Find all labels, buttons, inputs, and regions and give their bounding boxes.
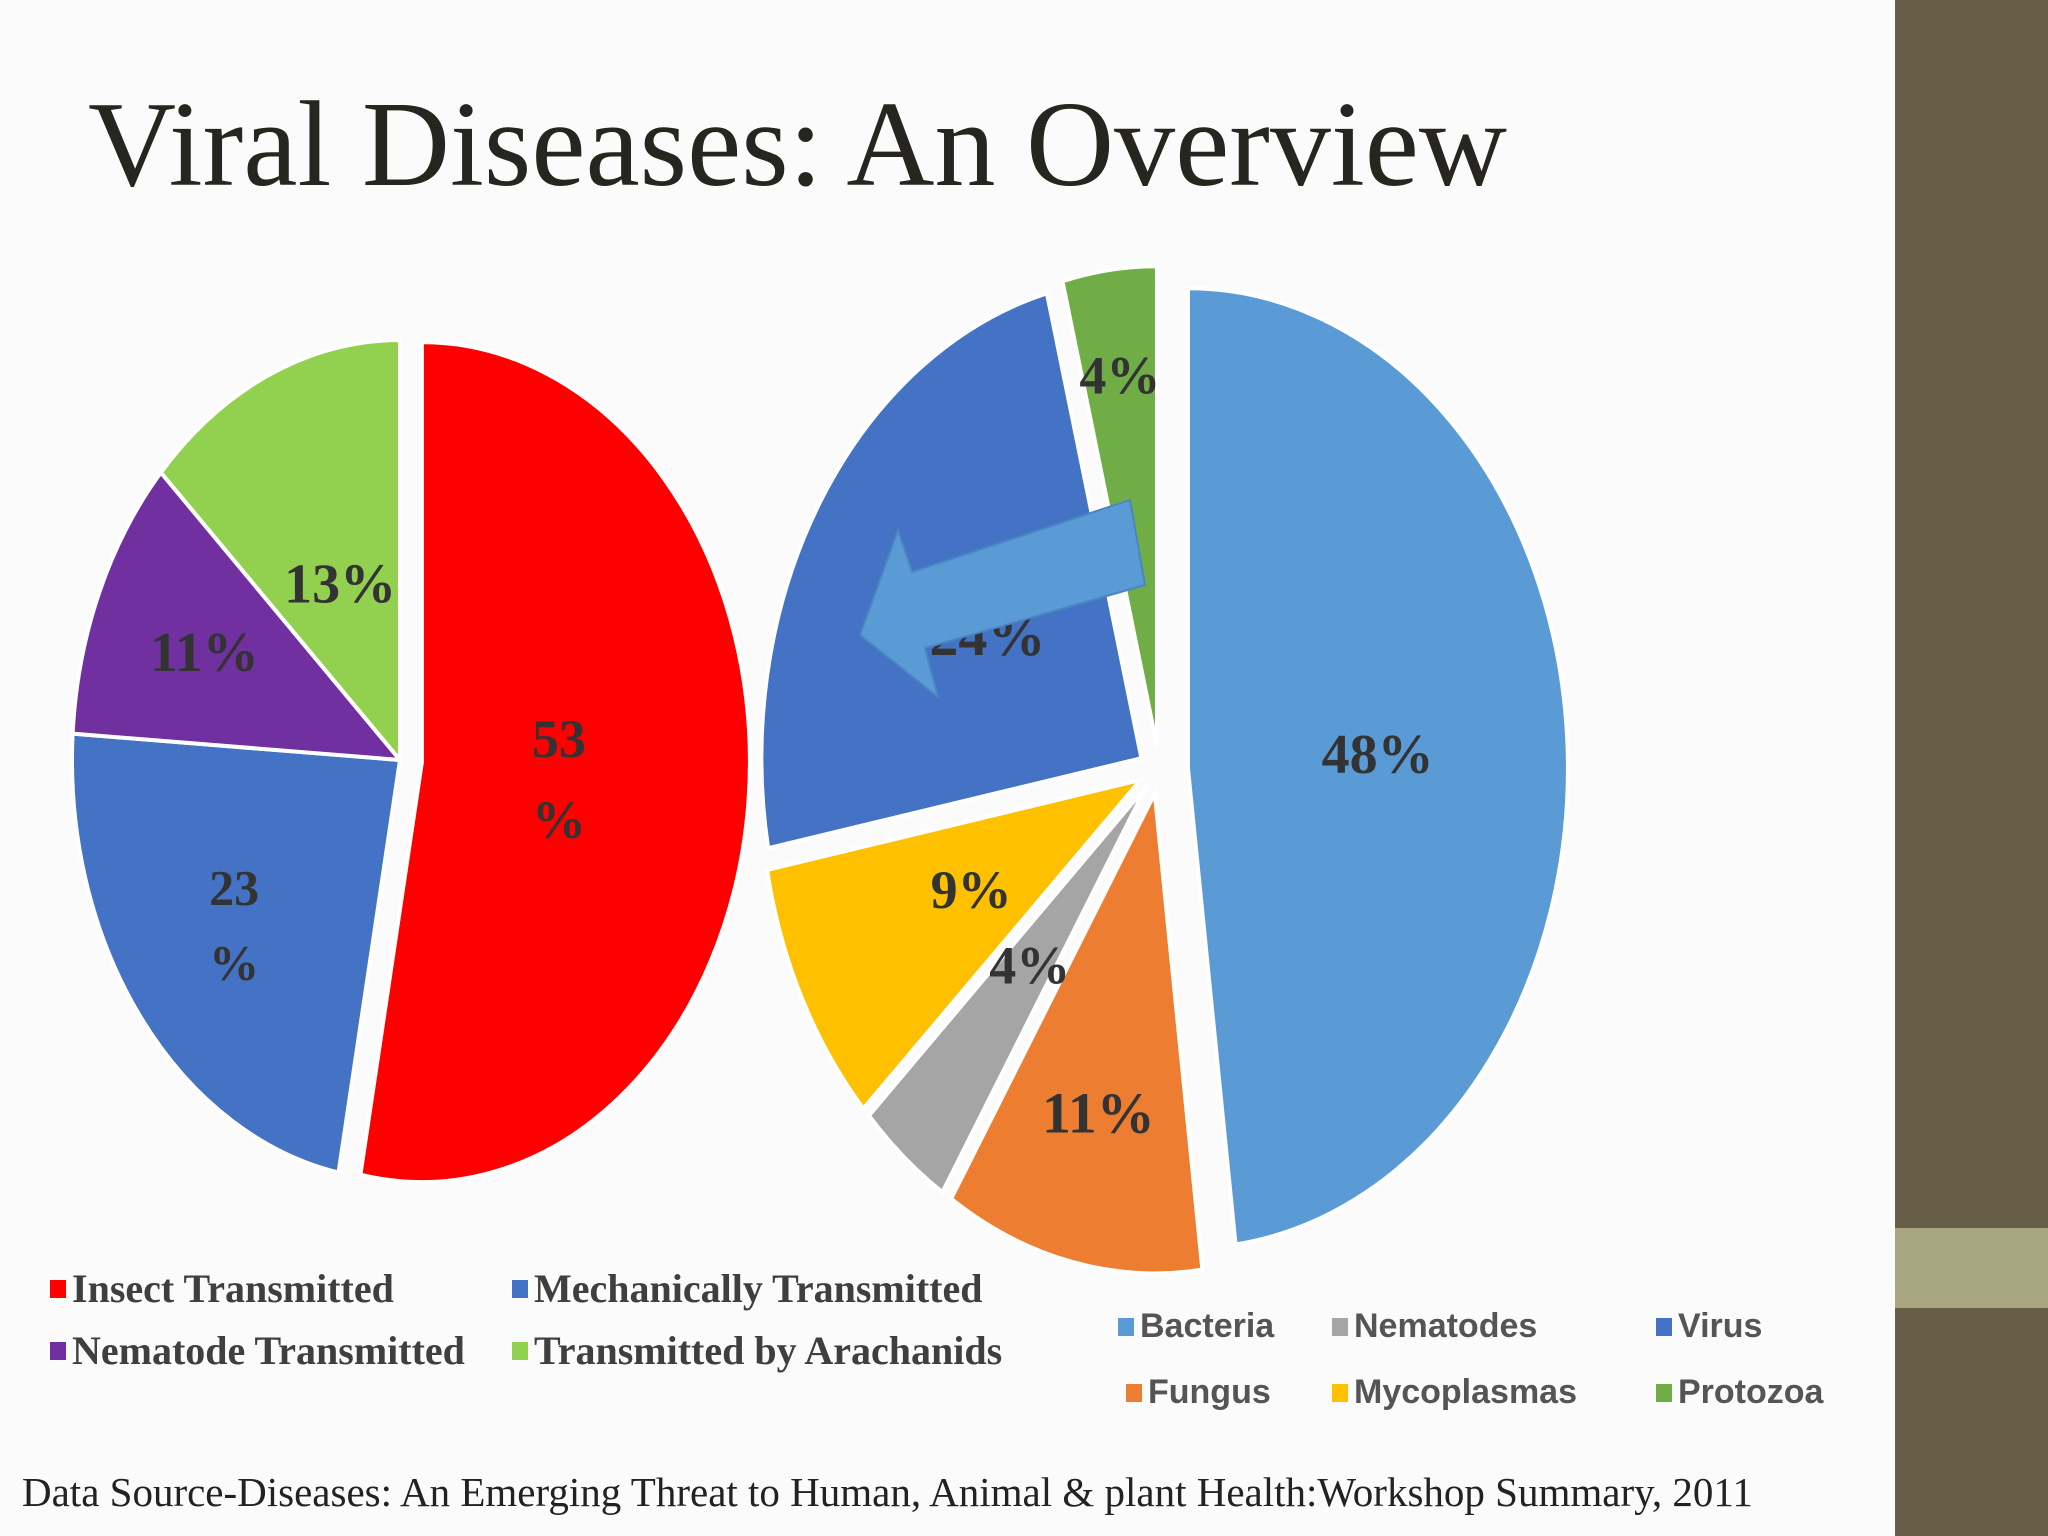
- slice-label-mycoplasmas: 9%: [931, 860, 1012, 920]
- legend-item-nematode-transmitted: Nematode Transmitted: [50, 1327, 465, 1374]
- pie-slice-fungus: [948, 786, 1205, 1276]
- legend-label: Protozoa: [1678, 1373, 1824, 1411]
- pie-slice-nematode-transmitted: [70, 469, 405, 763]
- decorative-sidebar-accent: [1895, 1228, 2048, 1308]
- legend-label: Nematode Transmitted: [72, 1328, 465, 1373]
- arrow-shape: [858, 498, 1147, 700]
- legend-label: Nematodes: [1354, 1307, 1538, 1345]
- pie-slice-nematodes: [866, 785, 1148, 1196]
- pie-slice-transmitted-by-arachanids: [158, 337, 402, 766]
- legend-item-virus: Virus: [1656, 1307, 1762, 1346]
- arrow-icon: [858, 498, 1147, 700]
- legend-label: Mechanically Transmitted: [534, 1266, 983, 1311]
- legend-swatch: [50, 1279, 66, 1298]
- slice-label-insect-transmitted: 53%: [532, 709, 586, 850]
- decorative-sidebar-top: [1895, 0, 2048, 1228]
- legend-label: Virus: [1678, 1307, 1763, 1345]
- legend-item-nematodes: Nematodes: [1332, 1307, 1537, 1346]
- pie-slice-mycoplasmas: [764, 776, 1146, 1112]
- slide-title: Viral Diseases: An Overview: [88, 77, 1508, 212]
- legend-label: Insect Transmitted: [72, 1266, 394, 1311]
- legend-swatch: [1332, 1317, 1348, 1336]
- slice-label-bacteria: 48%: [1322, 724, 1434, 786]
- pie-chart-pathogens: 48%11%4%9%24%4%: [759, 264, 1570, 1276]
- legend-label: Transmitted by Arachanids: [534, 1328, 1003, 1373]
- legend-label: Bacteria: [1140, 1307, 1275, 1345]
- pie-slice-insect-transmitted: [358, 340, 752, 1185]
- slice-label-mechanically-transmitted: 23%: [209, 860, 259, 991]
- legend-swatch: [1332, 1383, 1348, 1402]
- legend-swatch: [512, 1279, 528, 1298]
- legend-item-bacteria: Bacteria: [1118, 1307, 1274, 1346]
- legend-item-protozoa: Protozoa: [1656, 1373, 1823, 1412]
- legend-swatch: [1656, 1317, 1672, 1336]
- data-source-caption: Data Source-Diseases: An Emerging Threat…: [22, 1469, 1753, 1515]
- slice-label-nematode-transmitted: 11%: [150, 622, 259, 684]
- decorative-sidebar-bottom: [1895, 1308, 2048, 1536]
- charts-canvas: 53 %23 %11%13% 48%11%4%9%24%4%: [70, 264, 1570, 1276]
- slice-label-protozoa: 4%: [1079, 346, 1160, 406]
- legend-swatch: [1656, 1383, 1672, 1402]
- legend-label: Mycoplasmas: [1354, 1373, 1577, 1411]
- slice-label-fungus: 11%: [1042, 1080, 1155, 1145]
- pie-slice-bacteria: [1185, 286, 1570, 1247]
- pie-chart-transmission: 53 % 23 % 11% 13%: [70, 337, 752, 1185]
- legend-swatch: [1126, 1383, 1142, 1402]
- legend-swatch: [512, 1341, 528, 1360]
- legend-swatch: [50, 1341, 66, 1360]
- legend-swatch: [1118, 1317, 1134, 1336]
- legend-item-insect-transmitted: Insect Transmitted: [50, 1265, 394, 1312]
- legend-item-fungus: Fungus: [1126, 1373, 1271, 1412]
- legend-label: Fungus: [1148, 1373, 1271, 1411]
- pie-slice-mechanically-transmitted: [70, 731, 403, 1176]
- slice-label-transmitted-by-arachanids: 13%: [284, 553, 396, 615]
- legend-item-transmitted-by-arachanids: Transmitted by Arachanids: [512, 1327, 1002, 1374]
- legend-item-mycoplasmas: Mycoplasmas: [1332, 1373, 1577, 1412]
- legend-item-mechanically-transmitted: Mechanically Transmitted: [512, 1265, 982, 1312]
